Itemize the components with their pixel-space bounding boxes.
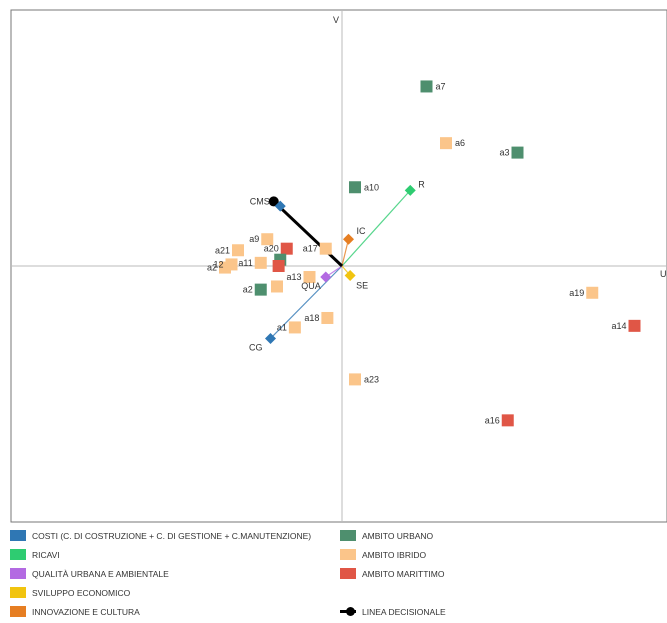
alternative-label: a1 xyxy=(277,322,287,332)
alternative-marker xyxy=(501,414,514,427)
legend-swatch-qualita xyxy=(10,568,26,579)
criterion-label-se: SE xyxy=(356,280,368,290)
alternative-label: a9 xyxy=(249,234,259,244)
legend-swatch-innovazione xyxy=(10,606,26,617)
alternative-marker xyxy=(349,181,361,194)
criterion-marker-r xyxy=(404,184,416,196)
alternative-label: a19 xyxy=(569,288,584,298)
legend-item-marittimo: AMBITO MARITTIMO xyxy=(340,568,444,579)
criterion-label-ic: IC xyxy=(357,226,367,236)
legend-item-innovazione: INNOVAZIONE E CULTURA xyxy=(10,606,140,617)
legend-item-ricavi: RICAVI xyxy=(10,549,60,560)
legend-label-innovazione: INNOVAZIONE E CULTURA xyxy=(32,606,140,617)
legend-label-urbano: AMBITO URBANO xyxy=(362,530,434,541)
legend-swatch-marittimo xyxy=(340,568,356,579)
y-axis-label: V xyxy=(333,15,339,25)
alternatives-group xyxy=(219,80,641,427)
alternative-marker xyxy=(303,271,316,284)
alternative-marker xyxy=(225,258,238,271)
legend-swatch-ricavi xyxy=(10,549,26,560)
legend-swatch-ibrido xyxy=(340,549,356,560)
criterion-marker-cg xyxy=(265,332,276,344)
legend-item-sviluppo: SVILUPPO ECONOMICO xyxy=(10,587,130,598)
decision-line xyxy=(272,200,344,268)
alternative-label: a13 xyxy=(286,272,301,282)
alternative-label: a20 xyxy=(264,244,279,254)
alternative-marker xyxy=(254,283,267,296)
alternative-label: a3 xyxy=(499,148,509,158)
alternative-label: a2 xyxy=(207,263,217,273)
alternative-label: 12 xyxy=(213,259,223,269)
decision-line-icon xyxy=(340,606,356,617)
legend-label-marittimo: AMBITO MARITTIMO xyxy=(362,568,445,579)
alternative-label: a17 xyxy=(303,244,318,254)
legend-label-decisional: LINEA DECISIONALE xyxy=(362,606,446,617)
legend-label-costi: COSTI (C. DI COSTRUZIONE + C. DI GESTION… xyxy=(32,530,312,541)
legend-item-qualita: QUALITÀ URBANA E AMBIENTALE xyxy=(10,568,169,579)
criterion-marker-qua xyxy=(320,271,332,283)
alternative-marker xyxy=(271,280,283,293)
alternative-label: a2 xyxy=(243,285,253,295)
alternative-label: a21 xyxy=(215,245,230,255)
criterion-marker-cm xyxy=(274,200,286,212)
alternative-label: a16 xyxy=(485,415,500,425)
alternative-marker xyxy=(288,321,301,334)
criterion-vector-ic xyxy=(341,239,350,267)
alternative-marker xyxy=(254,256,267,269)
criterion-marker-ic xyxy=(343,233,354,245)
alternative-label: a11 xyxy=(238,258,252,268)
legend-swatch-sviluppo xyxy=(10,587,26,598)
alternative-marker xyxy=(280,242,293,255)
legend-item-urbano: AMBITO URBANO xyxy=(340,530,433,541)
alternative-marker xyxy=(628,319,641,332)
legend-label-ricavi: RICAVI xyxy=(32,549,60,560)
criterion-label-r: R xyxy=(418,179,425,189)
alternative-marker xyxy=(511,146,524,159)
alternative-marker xyxy=(321,311,334,324)
decision-line-label: CMS xyxy=(250,196,270,206)
alternative-marker xyxy=(440,137,452,150)
legend-item-costi: COSTI (C. DI COSTRUZIONE + C. DI GESTION… xyxy=(10,530,311,541)
x-axis-label: U xyxy=(660,269,667,279)
alternative-marker xyxy=(261,233,274,246)
alternative-marker xyxy=(420,80,433,93)
alternative-label: a6 xyxy=(455,138,465,148)
alternative-marker xyxy=(272,260,285,272)
alternative-label: a14 xyxy=(611,321,626,331)
legend-label-ibrido: AMBITO IBRIDO xyxy=(362,549,427,560)
criterion-marker-se xyxy=(344,269,356,281)
criterion-vector-r xyxy=(341,189,411,267)
legend: COSTI (C. DI COSTRUZIONE + C. DI GESTION… xyxy=(10,530,660,620)
alternative-label: a10 xyxy=(364,182,379,192)
legend-swatch-costi xyxy=(10,530,26,541)
alternative-marker xyxy=(349,373,361,386)
legend-item-ibrido: AMBITO IBRIDO xyxy=(340,549,426,560)
legend-item-decisional: LINEA DECISIONALE xyxy=(340,606,446,617)
alternative-label: a7 xyxy=(436,81,446,91)
legend-label-qualita: QUALITÀ URBANA E AMBIENTALE xyxy=(32,568,169,579)
alternative-marker xyxy=(232,244,244,257)
alternative-label: a18 xyxy=(304,313,319,323)
criterion-label-cg: CG xyxy=(249,342,263,352)
legend-label-sviluppo: SVILUPPO ECONOMICO xyxy=(32,587,131,598)
criterion-label-qua: QUA xyxy=(301,281,321,291)
alternative-marker xyxy=(586,286,599,299)
criteria-group xyxy=(265,184,416,344)
alternative-marker xyxy=(319,242,332,255)
legend-swatch-urbano xyxy=(340,530,356,541)
decision-line-dot xyxy=(268,196,279,207)
alternative-label: a23 xyxy=(364,374,379,384)
